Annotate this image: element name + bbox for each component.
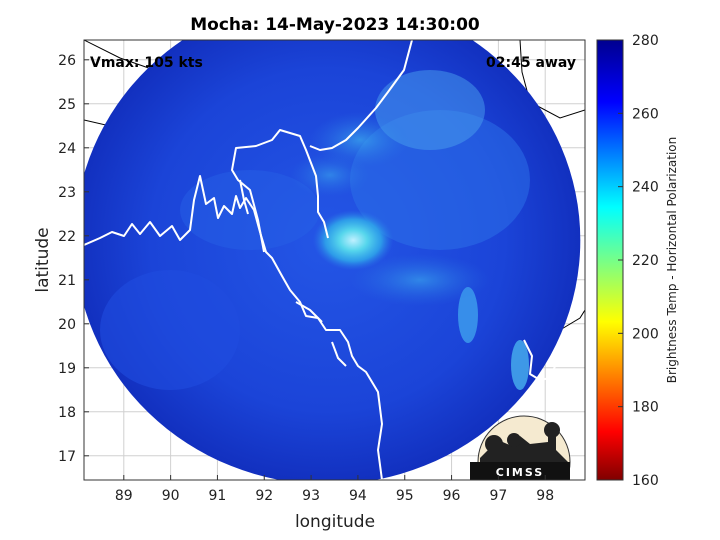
y-tick-label: 19	[58, 361, 76, 377]
x-tick-label: 92	[255, 488, 273, 504]
colorbar-tick-label: 160	[632, 473, 659, 489]
cimss-logo-tower-mast	[548, 436, 556, 466]
colorbar-tick-label: 180	[632, 400, 659, 416]
satellite-swath	[84, 40, 581, 480]
colorbar-label: Brightness Temp - Horizontal Polarizatio…	[665, 137, 679, 384]
x-tick-label: 96	[443, 488, 461, 504]
plot-frame	[83, 39, 586, 481]
rainband	[511, 340, 529, 390]
colorbar-tick-label: 240	[632, 180, 659, 196]
y-axis-ticks: 17 18 19 20 21 22 23 24 25 26	[58, 53, 89, 465]
colorbar: 160 180 200 220 240 260 280 Brightness Temp - …	[596, 33, 679, 489]
cimss-logo-dish	[485, 435, 503, 453]
swath-texture	[100, 270, 240, 390]
y-tick-label: 21	[58, 273, 76, 289]
storm-core	[313, 210, 394, 271]
colorbar-tick-label: 200	[632, 326, 659, 342]
x-axis-ticks: 89 90 91 92 93 94 95 96 97 98	[115, 475, 554, 504]
plot-area: CIMSS Vmax: 105 kts 02:45 away	[84, 40, 585, 480]
rainband	[350, 254, 490, 306]
cimss-logo-text: CIMSS	[496, 466, 544, 479]
colorbar-ticks: 160 180 200 220 240 260 280	[618, 33, 659, 489]
x-tick-label: 95	[396, 488, 414, 504]
y-tick-label: 25	[58, 97, 76, 113]
colorbar-tick-label: 280	[632, 33, 659, 49]
vmax-annotation: Vmax: 105 kts	[90, 55, 203, 71]
y-tick-label: 20	[58, 317, 76, 333]
x-tick-label: 91	[209, 488, 227, 504]
cimss-logo-dish	[507, 433, 521, 447]
x-tick-label: 94	[349, 488, 367, 504]
x-axis-label: longitude	[295, 512, 375, 532]
chart-title: Mocha: 14-May-2023 14:30:00	[190, 15, 480, 35]
y-tick-label: 22	[58, 229, 76, 245]
y-tick-label: 17	[58, 449, 76, 465]
x-tick-label: 97	[489, 488, 507, 504]
x-tick-label: 90	[162, 488, 180, 504]
x-tick-label: 98	[536, 488, 554, 504]
colorbar-tick-label: 220	[632, 253, 659, 269]
time-away-annotation: 02:45 away	[486, 55, 576, 71]
y-tick-label: 18	[58, 405, 76, 421]
cimss-logo: CIMSS	[470, 415, 571, 480]
coastlines	[84, 40, 567, 480]
y-tick-label: 26	[58, 53, 76, 69]
colorbar-tick-label: 260	[632, 106, 659, 122]
rainband	[458, 287, 478, 343]
rainband	[290, 153, 370, 197]
cimss-logo-tower	[544, 422, 560, 438]
x-tick-label: 93	[302, 488, 320, 504]
y-tick-label: 23	[58, 185, 76, 201]
y-tick-label: 24	[58, 141, 76, 157]
x-tick-label: 89	[115, 488, 133, 504]
y-axis-label: latitude	[33, 227, 53, 292]
swath-texture	[180, 170, 320, 250]
